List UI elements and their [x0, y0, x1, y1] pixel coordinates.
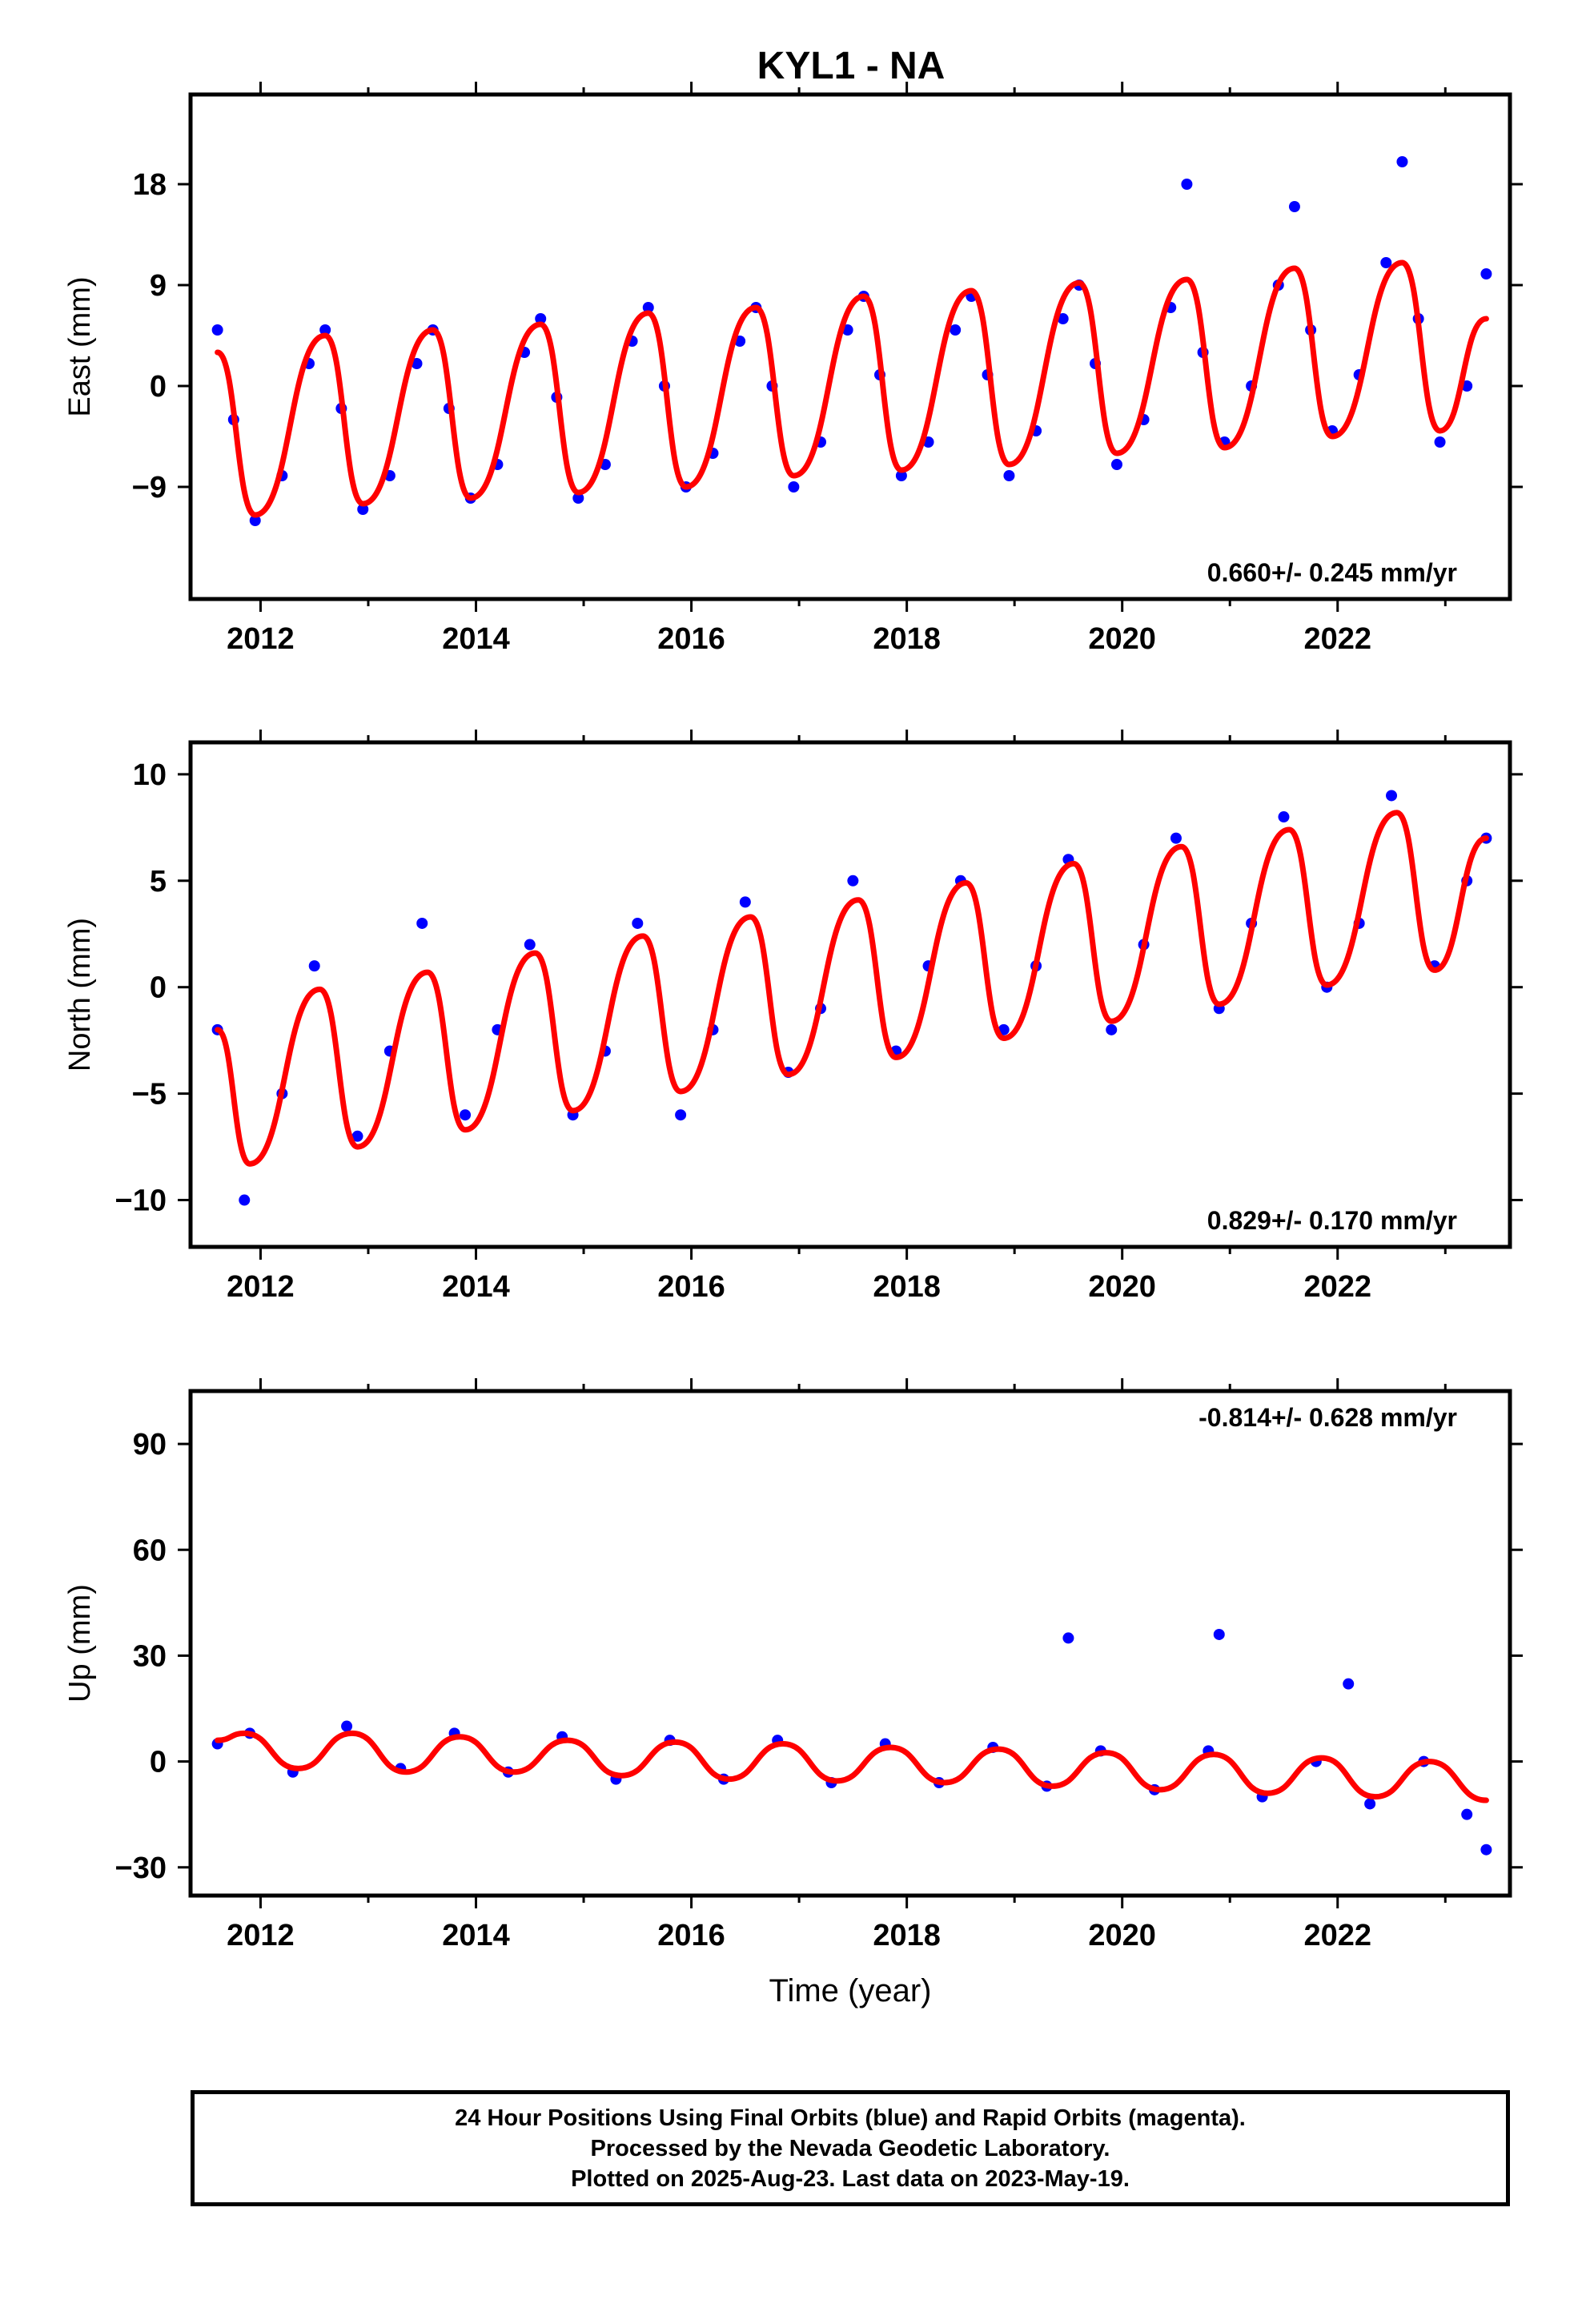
y-axis-label: East (mm) [63, 276, 97, 416]
x-tick-label: 2014 [442, 1270, 510, 1304]
plot-frame [188, 92, 1512, 601]
x-tick-label: 2012 [227, 622, 295, 656]
y-tick-label: −9 [132, 471, 167, 505]
data-point [319, 324, 331, 336]
x-tick-label: 2018 [873, 622, 941, 656]
y-tick-label: −5 [132, 1078, 167, 1112]
data-point [524, 939, 536, 951]
data-point [739, 896, 751, 908]
y-tick-label: 10 [133, 758, 167, 792]
data-point [249, 515, 261, 526]
x-tick-label: 2012 [227, 1919, 295, 1952]
x-tick-label: 2020 [1088, 1919, 1156, 1952]
y-tick-label: 60 [133, 1534, 167, 1567]
data-point [895, 470, 907, 481]
data-point [1278, 811, 1290, 823]
data-point [1434, 436, 1446, 448]
x-tick-label: 2014 [442, 622, 510, 656]
data-point [642, 302, 654, 313]
data-point [351, 1130, 363, 1142]
x-tick-label: 2018 [873, 1919, 941, 1952]
model-fit-line [215, 259, 1489, 518]
data-point [1396, 156, 1408, 167]
x-tick-label: 2012 [227, 1270, 295, 1304]
x-tick-label: 2018 [873, 1270, 941, 1304]
data-point [1380, 257, 1392, 268]
data-point [1386, 790, 1398, 802]
data-point [416, 917, 428, 929]
caption-line-1: 24 Hour Positions Using Final Orbits (bl… [455, 2105, 1246, 2131]
y-tick-label: 9 [150, 269, 167, 303]
x-tick-label: 2020 [1088, 622, 1156, 656]
y-axis-label: Up (mm) [63, 1584, 97, 1703]
data-point [211, 324, 223, 336]
panel-up: 2012 2014 2016 2018 2020 2022 −30 0 30 60 90 Up (mm… [63, 1378, 1523, 2008]
data-point [675, 1109, 687, 1121]
data-point [341, 1720, 353, 1732]
y-tick-label: −30 [115, 1852, 167, 1885]
x-tick-label: 2016 [657, 622, 725, 656]
data-point [1288, 201, 1300, 212]
x-tick-label: 2016 [657, 1270, 725, 1304]
data-point [411, 358, 423, 369]
x-tick-label: 2016 [657, 1919, 725, 1952]
x-tick-label: 2022 [1303, 1270, 1371, 1304]
plot-area [211, 156, 1492, 526]
y-tick-label: 5 [150, 865, 167, 899]
y-tick-label: 18 [133, 168, 167, 202]
plot-frame [188, 740, 1512, 1249]
data-point [1170, 832, 1182, 844]
y-tick-label: 90 [133, 1428, 167, 1462]
data-point [1343, 1678, 1355, 1690]
caption-box: 24 Hour Positions Using Final Orbits (bl… [191, 2090, 1510, 2206]
rate-label: 0.829+/- 0.170 mm/yr [1207, 1206, 1457, 1235]
data-point [1213, 1628, 1225, 1640]
data-point [460, 1109, 472, 1121]
data-point [1480, 268, 1492, 279]
plot-area [211, 790, 1492, 1206]
data-point [1106, 1023, 1118, 1035]
panel-north: 2012 2014 2016 2018 2020 2022 −10 −5 0 5 10 North (… [63, 730, 1523, 1304]
data-point [308, 960, 320, 972]
data-point [1110, 459, 1122, 470]
data-point [1057, 313, 1069, 324]
x-tick-label: 2022 [1303, 1919, 1371, 1952]
data-point [1461, 1808, 1473, 1820]
y-tick-label: 0 [150, 971, 167, 1005]
y-tick-label: 0 [150, 1746, 167, 1779]
panel-east: 2012 2014 2016 2018 2020 2022 −9 0 9 18 East (mm) 0… [63, 82, 1523, 656]
x-axis-label: Time (year) [769, 1973, 932, 2008]
plot-frame [188, 1389, 1512, 1898]
data-point [239, 1194, 251, 1206]
data-point [1062, 1632, 1074, 1644]
data-point [357, 504, 369, 515]
data-point [950, 324, 962, 336]
rate-label: 0.660+/- 0.245 mm/yr [1207, 558, 1457, 587]
y-axis-label: North (mm) [63, 918, 97, 1072]
data-point [1364, 1798, 1376, 1810]
data-point [572, 493, 584, 504]
plot-area [211, 1628, 1492, 1856]
data-point [535, 313, 547, 324]
data-point [1181, 179, 1193, 190]
x-tick-label: 2014 [442, 1919, 510, 1952]
figure-title: KYL1 - NA [757, 45, 946, 87]
y-tick-label: 0 [150, 370, 167, 404]
data-point [1480, 1844, 1492, 1856]
model-fit-line [215, 810, 1489, 1167]
caption-line-3: Plotted on 2025-Aug-23. Last data on 202… [571, 2165, 1130, 2192]
x-tick-label: 2020 [1088, 1270, 1156, 1304]
data-point [1003, 470, 1015, 481]
y-tick-label: −10 [115, 1184, 167, 1218]
model-fit-line [215, 1730, 1489, 1803]
data-point [632, 917, 644, 929]
y-tick-label: 30 [133, 1639, 167, 1673]
caption-line-2: Processed by the Nevada Geodetic Laborat… [590, 2135, 1110, 2161]
data-point [847, 875, 859, 887]
data-point [788, 481, 800, 493]
x-tick-label: 2022 [1303, 622, 1371, 656]
rate-label: -0.814+/- 0.628 mm/yr [1199, 1403, 1457, 1432]
